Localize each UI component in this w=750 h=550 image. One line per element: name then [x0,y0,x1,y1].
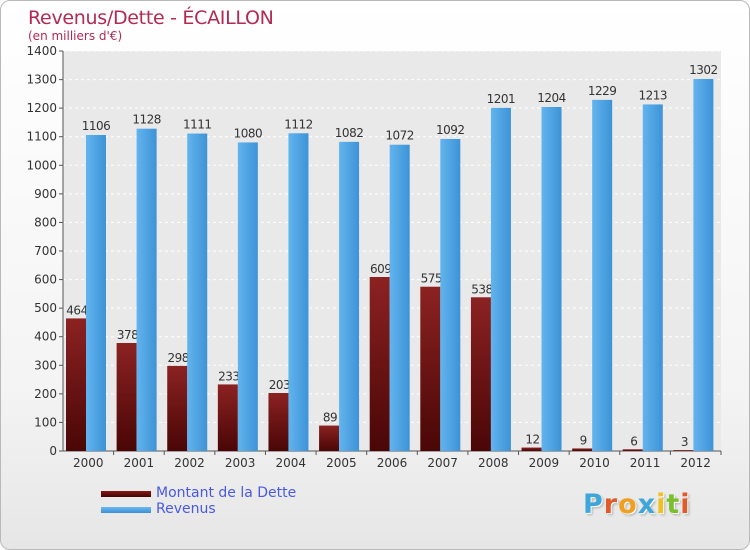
legend-label-dette: Montant de la Dette [156,485,297,501]
data-label-dette: 89 [323,411,337,425]
y-tick-label: 1300 [26,73,57,87]
x-tick-label: 2012 [680,456,711,470]
data-label-dette: 203 [269,378,290,392]
y-tick-label: 100 [34,415,57,429]
logo-letter: i [680,489,691,520]
bar-dette [319,425,340,451]
y-tick-label: 0 [49,444,57,458]
data-label-revenus: 1092 [436,123,465,137]
data-label-dette: 12 [525,433,539,447]
bar-dette [622,449,643,451]
x-tick-label: 2009 [529,456,560,470]
bar-revenus [86,135,106,451]
data-label-dette: 575 [421,272,442,286]
bar-dette [116,343,137,451]
data-label-revenus: 1201 [487,92,516,106]
y-tick-label: 1400 [26,44,57,58]
bar-revenus [592,99,613,451]
bar-revenus [693,79,714,451]
bar-revenus [339,141,360,451]
bar-dette [66,318,86,451]
x-tick-label: 2010 [579,456,610,470]
data-label-dette: 609 [370,262,391,276]
y-tick-label: 1200 [26,101,57,115]
legend-label-revenus: Revenus [156,501,216,517]
data-label-revenus: 1111 [183,118,212,132]
chart-subtitle: (en milliers d'€) [28,29,123,43]
data-label-dette: 3 [681,435,688,449]
x-tick-label: 2002 [174,456,205,470]
bar-revenus [389,144,410,451]
data-label-revenus: 1128 [132,113,161,127]
y-tick-label: 200 [34,387,57,401]
bar-dette [167,365,188,451]
bar-dette [572,448,593,451]
x-tick-label: 2001 [124,456,155,470]
logo-letter: t [666,489,681,520]
data-label-revenus: 1302 [689,63,718,77]
bar-dette [217,384,238,451]
chart-title: Revenus/Dette - ÉCAILLON [28,7,274,29]
x-tick-label: 2003 [225,456,256,470]
logo-letter: r [603,489,619,520]
data-label-revenus: 1082 [335,126,364,140]
x-tick-label: 2008 [478,456,509,470]
bar-dette [268,393,289,451]
x-tick-label: 2000 [73,456,104,470]
bar-revenus [237,142,258,451]
data-label-dette: 378 [117,328,138,342]
bar-dette [470,297,491,451]
data-label-revenus: 1229 [588,84,617,98]
data-label-dette: 464 [66,303,87,317]
bar-revenus [541,107,562,451]
data-label-dette: 6 [630,434,637,448]
x-tick-label: 2005 [326,456,357,470]
x-tick-label: 2004 [275,456,306,470]
bar-dette [521,447,542,451]
logo-letter: x [637,489,657,520]
legend-swatch-revenus [101,507,151,513]
data-label-revenus: 1213 [638,88,667,102]
data-label-revenus: 1112 [284,117,313,131]
bar-revenus [490,107,511,451]
y-tick-label: 600 [34,273,57,287]
y-tick-label: 1000 [26,158,57,172]
x-tick-label: 2011 [630,456,661,470]
bar-revenus [642,104,663,451]
data-label-revenus: 1080 [234,126,263,140]
data-label-revenus: 1106 [82,119,111,133]
data-label-dette: 9 [580,433,587,447]
data-label-revenus: 1204 [537,91,566,105]
x-tick-label: 2006 [377,456,408,470]
y-tick-label: 400 [34,330,57,344]
bar-revenus [136,128,157,451]
x-tick-label: 2007 [427,456,458,470]
y-tick-label: 800 [34,215,57,229]
y-tick-label: 1100 [26,130,57,144]
data-label-dette: 233 [218,369,239,383]
data-label-revenus: 1072 [385,129,414,143]
logo-letter: o [618,489,638,520]
logo-letter: i [656,489,667,520]
data-label-dette: 538 [471,282,492,296]
y-tick-label: 900 [34,187,57,201]
legend-swatch-dette [101,491,151,497]
data-label-dette: 298 [168,351,189,365]
y-tick-label: 300 [34,358,57,372]
bar-revenus [440,139,461,451]
bar-revenus [288,133,309,452]
bar-dette [673,450,694,451]
proxiti-logo: Proxiti [583,489,691,520]
logo-letter: P [583,489,604,520]
y-tick-label: 700 [34,244,57,258]
bar-revenus [187,133,208,452]
bar-dette [369,277,390,451]
bar-dette [420,286,441,451]
y-tick-label: 500 [34,301,57,315]
